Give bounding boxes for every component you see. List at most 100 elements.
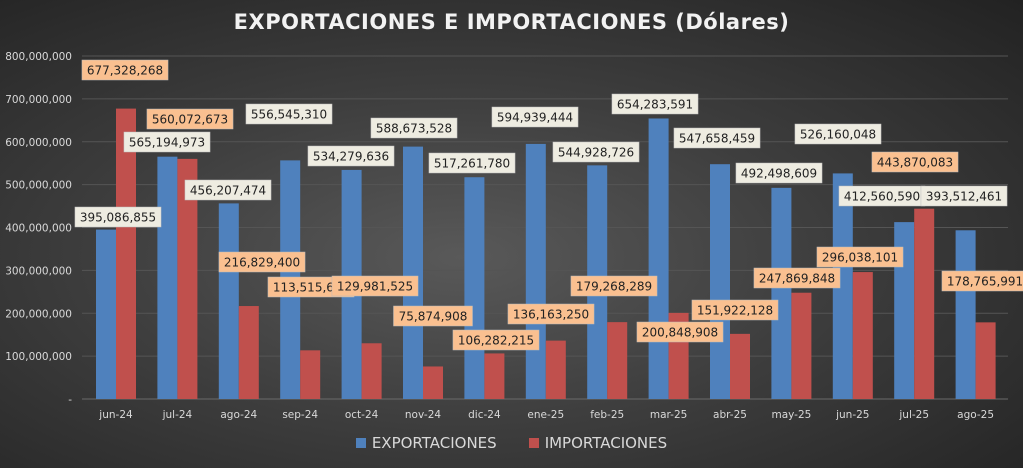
data-label-box — [428, 152, 516, 174]
data-label: 544,928,726 — [558, 146, 634, 160]
data-label: 565,194,973 — [129, 136, 205, 150]
data-label: 247,869,848 — [759, 272, 835, 286]
bar-importaciones — [423, 366, 443, 399]
y-tick-label: 600,000,000 — [5, 137, 72, 149]
legend-swatch — [355, 438, 366, 448]
data-label: 443,870,083 — [877, 156, 953, 170]
data-label: 654,283,591 — [617, 98, 693, 112]
data-label: 296,038,101 — [822, 251, 898, 265]
data-label-box — [184, 179, 272, 201]
data-label-box — [735, 162, 823, 184]
x-tick-label: dic-24 — [468, 409, 501, 421]
data-label-box — [753, 267, 841, 289]
bar-importaciones — [116, 108, 136, 399]
data-label: 492,498,609 — [741, 167, 817, 181]
data-label: 526,160,048 — [800, 128, 876, 142]
bar-exportaciones — [157, 156, 178, 399]
data-label: 106,282,215 — [458, 334, 534, 348]
y-tick-label: 200,000,000 — [5, 308, 72, 320]
data-label: 547,658,459 — [679, 132, 755, 146]
bar-exportaciones — [464, 177, 485, 399]
data-label-box — [146, 108, 234, 130]
x-tick-label: jun-24 — [98, 409, 133, 421]
bar-importaciones — [484, 353, 505, 399]
y-tick-label: 700,000,000 — [5, 94, 72, 106]
x-tick-label: oct-24 — [345, 409, 379, 421]
x-tick-label: mar-25 — [650, 409, 687, 421]
data-label: 75,874,908 — [399, 310, 468, 324]
bar-exportaciones — [218, 203, 239, 399]
data-label: 216,829,400 — [224, 256, 300, 270]
data-label-box — [452, 329, 540, 351]
data-label: 534,279,636 — [313, 150, 389, 164]
y-tick-label: 800,000,000 — [5, 51, 72, 63]
legend-item-exportaciones: EXPORTACIONES — [355, 434, 497, 452]
y-tick-label: 500,000,000 — [5, 180, 72, 192]
legend-label: EXPORTACIONES — [371, 434, 497, 452]
legend: EXPORTACIONES IMPORTACIONES — [0, 434, 1023, 452]
data-label-box — [245, 103, 333, 125]
data-label-box — [123, 131, 211, 153]
bar-importaciones — [300, 350, 321, 399]
data-label: 556,545,310 — [251, 108, 327, 122]
data-label: 393,512,461 — [926, 190, 1002, 204]
bar-exportaciones — [648, 118, 669, 399]
bar-importaciones — [852, 272, 873, 399]
x-tick-label: abr-25 — [713, 409, 747, 421]
data-label-box — [570, 275, 658, 297]
bar-exportaciones — [525, 143, 546, 399]
x-tick-label: ene-25 — [527, 409, 564, 421]
data-label-box — [691, 299, 779, 321]
bar-importaciones — [545, 340, 566, 399]
bar-exportaciones — [771, 187, 792, 399]
data-label: 179,268,289 — [576, 280, 652, 294]
x-tick-label: nov-24 — [405, 409, 441, 421]
data-label: 456,207,474 — [190, 184, 266, 198]
bar-importaciones — [975, 322, 996, 399]
x-tick-label: ago-25 — [957, 409, 994, 421]
legend-swatch — [528, 438, 539, 448]
bar-importaciones — [607, 322, 628, 399]
data-label: 588,673,528 — [376, 122, 452, 136]
x-tick-label: feb-25 — [590, 409, 624, 421]
data-label-box — [636, 321, 724, 343]
legend-label: IMPORTACIONES — [544, 434, 668, 452]
y-tick-label: 300,000,000 — [5, 265, 72, 277]
data-label-box — [218, 251, 306, 273]
bar-exportaciones — [832, 173, 853, 399]
data-label-box — [370, 117, 458, 139]
y-tick-label: 100,000,000 — [5, 351, 72, 363]
bar-exportaciones — [403, 146, 423, 399]
data-label: 151,922,128 — [697, 304, 773, 318]
bar-exportaciones — [955, 230, 976, 399]
data-label-box — [507, 303, 595, 325]
legend-item-importaciones: IMPORTACIONES — [528, 434, 668, 452]
data-label-box — [491, 106, 579, 128]
data-label: 412,560,590 — [844, 190, 920, 204]
y-tick-label: - — [68, 394, 72, 406]
data-label-box — [871, 151, 959, 173]
data-label-box — [307, 145, 395, 167]
bar-importaciones — [238, 306, 259, 399]
data-label-box — [74, 206, 162, 228]
data-label: 136,163,250 — [513, 308, 589, 322]
data-label: 395,086,855 — [80, 211, 156, 225]
data-label-box — [920, 185, 1008, 207]
bar-importaciones — [361, 343, 382, 399]
bar-importaciones — [730, 333, 750, 399]
data-label: 178,765,991 — [947, 275, 1023, 289]
data-label-box — [816, 246, 904, 268]
x-tick-label: sep-24 — [282, 409, 318, 421]
data-label-box — [393, 305, 473, 327]
bar-importaciones — [791, 292, 812, 399]
data-label: 517,261,780 — [434, 157, 510, 171]
bar-importaciones — [914, 208, 935, 399]
chart-title: EXPORTACIONES E IMPORTACIONES (Dólares) — [233, 10, 790, 34]
bar-importaciones — [177, 158, 198, 399]
data-label-box — [794, 123, 882, 145]
data-label: 200,848,908 — [642, 326, 718, 340]
data-label-box — [331, 275, 419, 297]
y-tick-label: 400,000,000 — [5, 223, 72, 235]
x-tick-label: jul-24 — [162, 409, 193, 421]
